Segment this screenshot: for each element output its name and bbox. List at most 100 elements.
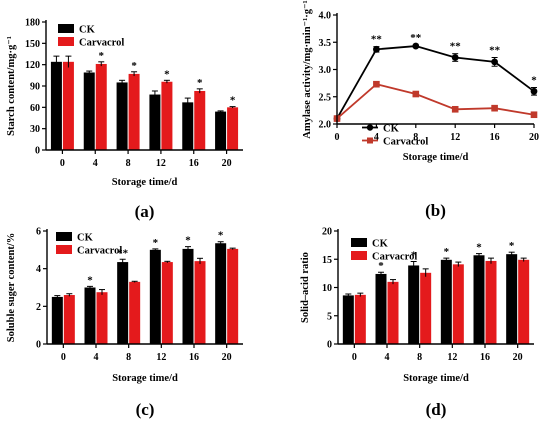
significance-mark: **: [117, 247, 129, 259]
bar-carvacrol: [227, 248, 239, 344]
x-tick-label: 0: [61, 352, 66, 363]
legend-marker-ck: [366, 124, 374, 131]
bar-ck: [182, 248, 194, 344]
legend-swatch-ck: [56, 232, 72, 241]
x-tick-label: 0: [60, 158, 65, 169]
x-tick-label: 12: [156, 158, 166, 169]
bar-ck: [215, 243, 227, 344]
x-tick-label: 0: [352, 352, 357, 363]
data-point-ck: [530, 87, 538, 95]
data-point-ck: [412, 42, 420, 50]
x-tick-label: 16: [490, 132, 500, 143]
significance-mark: *: [476, 242, 482, 254]
y-tick-label: 2.5: [319, 92, 332, 103]
x-tick-label: 16: [189, 158, 199, 169]
bar-ck: [149, 249, 161, 344]
y-axis-title: Soluble suger content/%: [6, 233, 17, 342]
y-tick-label: 0: [327, 340, 332, 351]
x-tick-label: 8: [126, 158, 131, 169]
legend-label-carvacrol: Carvacrol: [383, 137, 428, 148]
legend-marker-carvacrol: [367, 137, 373, 144]
significance-mark: *: [509, 240, 515, 252]
bar-carvacrol: [161, 262, 173, 344]
panel-label: (a): [135, 202, 155, 221]
significance-mark: *: [230, 95, 236, 107]
bar-ck: [440, 259, 452, 344]
significance-mark: *: [411, 250, 417, 262]
y-tick-label: 20: [322, 227, 332, 238]
data-point-carvacrol: [412, 90, 420, 98]
x-axis-title: Storage time/d: [403, 373, 469, 384]
legend-label-ck: CK: [372, 239, 389, 250]
data-point-carvacrol: [373, 80, 380, 88]
bar-ck: [51, 296, 63, 344]
y-tick-label: 3.5: [319, 38, 332, 49]
panel-b-amylase-activity: 2.02.53.03.54.00 4 8 12 16 20** **** ***Storage…: [302, 0, 539, 220]
x-tick-label: 4: [94, 352, 99, 363]
data-point-carvacrol: [451, 105, 459, 113]
y-tick-label: 2.0: [319, 120, 332, 131]
x-tick-label: 8: [417, 352, 422, 363]
legend-label-ck: CK: [77, 233, 94, 244]
data-point-ck: [373, 45, 380, 53]
panel-d-solid-acid-ratio: 0 5 10 15 20 0 4 8 12 16 20 * * * * * Storage time/d Soli…: [300, 227, 534, 419]
x-tick-label: 0: [335, 132, 340, 143]
panel-label: (d): [426, 400, 447, 419]
legend-label-carvacrol: Carvacrol: [372, 252, 417, 263]
series-line-ck: [336, 45, 535, 119]
legend-label-ck: CK: [79, 25, 96, 36]
data-point-ck: [451, 54, 459, 61]
bar-ck: [83, 72, 95, 150]
bar-carvacrol: [452, 264, 464, 344]
y-tick-label: 30: [30, 124, 40, 135]
panel-label: (c): [136, 400, 155, 419]
bar-ck: [50, 61, 62, 151]
x-tick-label: 20: [222, 158, 232, 169]
y-tick-label: 4: [36, 264, 41, 275]
bar-ck: [375, 273, 387, 344]
x-tick-label: 20: [529, 132, 539, 143]
bar-carvacrol: [194, 90, 206, 150]
x-tick-label: 16: [480, 352, 490, 363]
y-tick-label: 6: [36, 227, 41, 238]
bar-ck: [84, 287, 96, 344]
bar-carvacrol: [227, 107, 239, 150]
significance-mark: *: [185, 235, 191, 247]
x-axis-title: Storage time/d: [403, 152, 469, 163]
bar-ck: [215, 111, 227, 150]
bar-carvacrol: [161, 81, 173, 150]
bar-carvacrol: [63, 295, 75, 344]
y-tick-label: 4.0: [319, 11, 332, 22]
x-tick-label: 16: [189, 352, 199, 363]
y-axis-title: Amylase activity/mg·min⁻¹·g⁻¹: [302, 0, 313, 138]
data-point-carvacrol: [491, 104, 498, 112]
bar-carvacrol: [518, 259, 530, 344]
y-tick-label: 3.0: [319, 65, 332, 76]
bar-ck: [506, 254, 518, 344]
x-tick-label: 12: [450, 132, 460, 143]
y-tick-label: 60: [30, 103, 40, 114]
significance-mark: *: [444, 246, 450, 258]
legend-swatch-ck: [351, 238, 367, 247]
y-tick-label: 90: [30, 82, 40, 93]
significance-mark: **: [410, 32, 422, 44]
panel-label: (b): [425, 201, 446, 220]
x-tick-label: 8: [126, 352, 131, 363]
legend-swatch-carvacrol: [56, 245, 72, 254]
panel-a-starch-content: 0 30 60 90 120 150 180 0 4 8 12 16 20 * * * * * Storage ti…: [6, 18, 243, 221]
bar-ck: [116, 82, 128, 150]
legend-label-carvacrol: Carvacrol: [77, 246, 122, 257]
bar-carvacrol: [354, 294, 366, 344]
x-tick-label: 12: [156, 352, 166, 363]
y-axis-title: Solid–acid ratio: [300, 252, 311, 323]
significance-mark: *: [99, 50, 105, 62]
y-tick-label: 15: [322, 255, 332, 266]
x-tick-label: 8: [413, 132, 418, 143]
x-tick-label: 20: [513, 352, 523, 363]
bar-ck: [117, 262, 129, 344]
y-tick-label: 0: [35, 146, 40, 157]
significance-mark: **: [450, 41, 462, 53]
data-point-ck: [491, 58, 498, 66]
x-tick-label: 12: [447, 352, 457, 363]
